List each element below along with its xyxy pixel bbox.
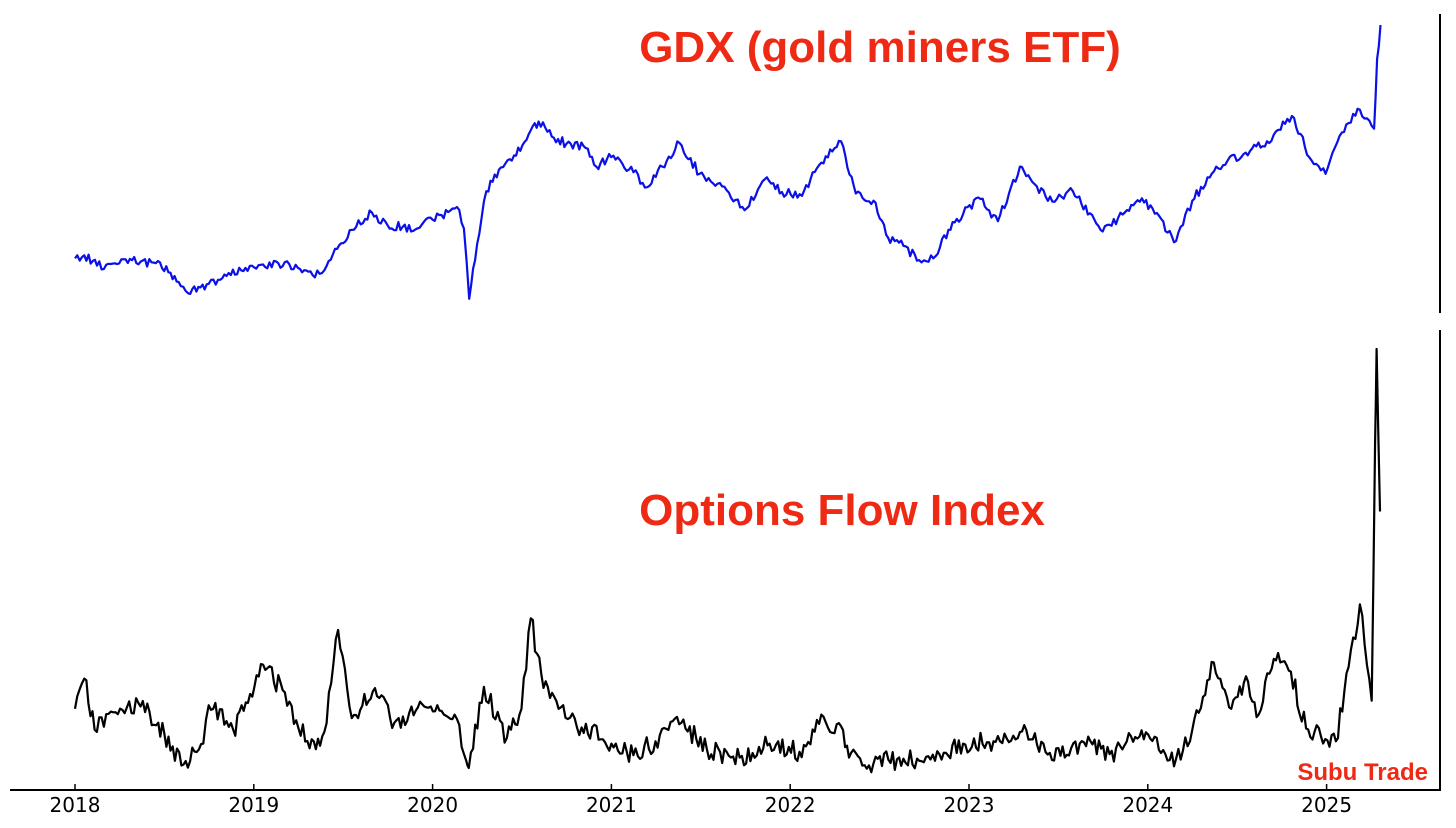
options-flow-panel: Options Flow Index 2018 2019 2020 2021 2022 2…	[10, 330, 1441, 817]
x-tick-label-2021: 2021	[586, 793, 637, 817]
gdx-chart-title: GDX (gold miners ETF)	[639, 23, 1121, 72]
gdx-price-line	[74, 24, 1382, 300]
x-tick-label-2025: 2025	[1301, 793, 1352, 817]
subu-trade-watermark: Subu Trade	[1297, 759, 1428, 786]
x-tick-label-2022: 2022	[765, 793, 816, 817]
options-flow-index-line	[73, 347, 1382, 774]
options-flow-chart-title: Options Flow Index	[639, 486, 1045, 535]
x-tick-label-2024: 2024	[1122, 793, 1173, 817]
gdx-panel: GDX (gold miners ETF)	[74, 14, 1441, 313]
x-tick-label-2020: 2020	[407, 793, 458, 817]
x-tick-label-2023: 2023	[944, 793, 995, 817]
x-axis-ticks: 2018 2019 2020 2021 2022 2023 2024 2025	[50, 784, 1352, 817]
x-tick-label-2018: 2018	[50, 793, 101, 817]
x-tick-label-2019: 2019	[228, 793, 279, 817]
